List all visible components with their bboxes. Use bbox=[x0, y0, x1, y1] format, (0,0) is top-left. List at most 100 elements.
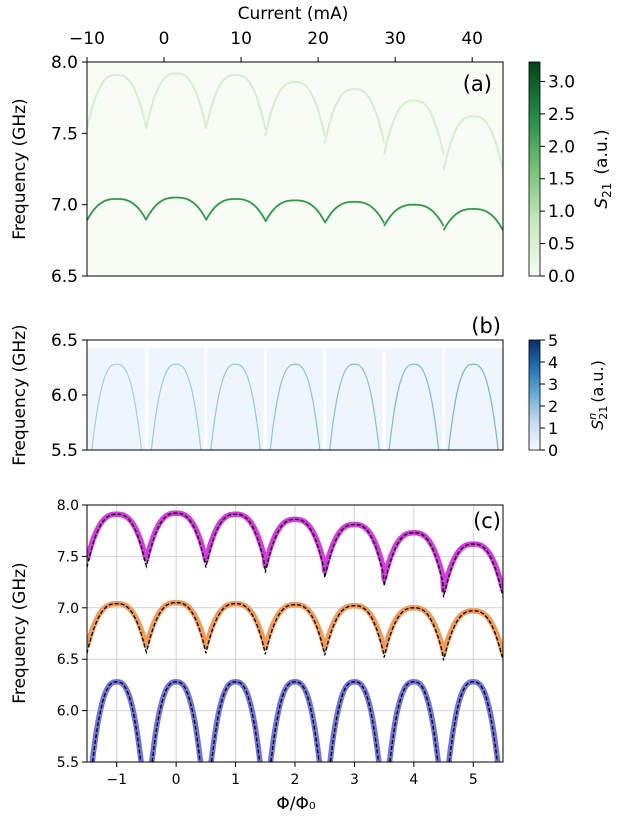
panel-a-upper-branch-3 bbox=[264, 81, 326, 137]
panel-a-ylabel: Frequency (GHz) bbox=[10, 98, 30, 239]
panel-c-arch-fit-8 bbox=[503, 682, 562, 819]
panel-a-top-tick-label-3: 20 bbox=[307, 29, 329, 49]
panel-c-series-1-fit bbox=[87, 602, 503, 661]
panel-b-arch-0 bbox=[91, 363, 143, 450]
panel-c-arch-fit-1 bbox=[92, 681, 142, 762]
panel-b-cbar-tick-label-4: 4 bbox=[548, 353, 558, 372]
panel-a-ytick-label-0: 6.5 bbox=[51, 267, 78, 287]
panel-a-frame bbox=[86, 61, 504, 277]
panel-b-label: (b) bbox=[471, 314, 501, 338]
panel-c-xtick-label-2: 1 bbox=[231, 772, 240, 788]
panel-c-xtick-label-0: −1 bbox=[106, 772, 127, 788]
panel-b-arch-5 bbox=[388, 363, 440, 450]
panel-c-arch-fit-5 bbox=[329, 681, 380, 762]
panel-c-arch-fit-7 bbox=[448, 681, 498, 762]
panel-b-gap-5 bbox=[442, 340, 446, 450]
panel-a-cbar-S: S bbox=[592, 198, 612, 209]
panel-c-xtick-label-1: 0 bbox=[172, 772, 181, 788]
panel-a-top-tick-label-2: 10 bbox=[230, 29, 252, 49]
panel-a-cbar-tick-label-2: 1.0 bbox=[548, 202, 575, 222]
panel-a-lower-branch-0 bbox=[87, 198, 148, 221]
panel-b-arch-4 bbox=[329, 363, 380, 450]
panel-c-ytick-label-1: 6.0 bbox=[57, 704, 79, 720]
panel-a-cbar-tick-label-0: 0.0 bbox=[548, 267, 575, 287]
panel-b-ytick-label-1: 6.0 bbox=[51, 386, 78, 406]
panel-c-lines: −1 0 1 2 3 4 5 5.5 6.0 6.5 7.0 7.5 8.0 Φ/Φ₀ Frequen… bbox=[10, 498, 562, 819]
panel-b-cbar-sup: n bbox=[586, 413, 599, 420]
panel-a-upper-branch-4 bbox=[323, 88, 386, 144]
panel-b-cbar-S: S bbox=[588, 420, 607, 430]
panel-b-colorbar-label: S21n (a.u.) bbox=[586, 360, 610, 430]
panel-b-gap-4 bbox=[382, 340, 386, 450]
panel-a-top-tick-label-4: 30 bbox=[384, 29, 406, 49]
panel-a-cbar-tick-label-3: 1.5 bbox=[548, 170, 575, 190]
panel-b-colorbar-gradient bbox=[528, 339, 541, 451]
panel-b-arch-2 bbox=[210, 363, 261, 450]
panel-a-lower-branch-4 bbox=[323, 200, 385, 224]
panel-c-xtick-label-4: 3 bbox=[350, 772, 359, 788]
panel-a-lower-branch-5 bbox=[383, 203, 445, 227]
panel-a-colorbar-gradient bbox=[528, 61, 541, 277]
panel-b-ytick-label-2: 6.5 bbox=[51, 331, 78, 351]
panel-c-arch-fit-0 bbox=[28, 682, 87, 819]
panel-c-ytick-label-0: 5.5 bbox=[57, 755, 79, 771]
panel-a-ytick-label-3: 8.0 bbox=[51, 53, 78, 73]
panel-a-lower-branch-2 bbox=[205, 198, 267, 221]
panel-b-ytick-label-0: 5.5 bbox=[51, 441, 78, 461]
panel-b-arch-6 bbox=[447, 363, 499, 450]
panel-a-ytick-label-1: 7.0 bbox=[51, 196, 78, 216]
panel-a-lower-branch-3 bbox=[264, 199, 326, 223]
panel-b-cbar-sub: 21 bbox=[597, 406, 610, 420]
panel-b-ylabel: Frequency (GHz) bbox=[10, 324, 30, 465]
panel-b-gap-0 bbox=[144, 340, 148, 450]
current-axis-label: Current (mA) bbox=[238, 4, 349, 24]
panel-c-ytick-label-2: 6.5 bbox=[57, 652, 79, 668]
panel-c-ytick-label-3: 7.0 bbox=[57, 601, 79, 617]
panel-c-arch-fit-2 bbox=[151, 681, 201, 762]
panel-c-series-0-fit bbox=[87, 512, 503, 598]
panel-c-ylabel: Frequency (GHz) bbox=[10, 562, 30, 703]
panel-a-top-tick-label-1: 0 bbox=[159, 29, 170, 49]
panel-c-label: (c) bbox=[473, 509, 501, 533]
panel-a-top-tick-label-5: 40 bbox=[461, 29, 483, 49]
panel-a-lower-branch-1 bbox=[145, 196, 207, 220]
panel-b-cbar-tick-label-1: 1 bbox=[548, 419, 558, 438]
panel-a-cbar-tick-label-5: 2.5 bbox=[548, 105, 575, 125]
panel-a-background bbox=[87, 62, 503, 276]
panel-a-cbar-unit: (a.u.) bbox=[592, 129, 612, 174]
panel-a-colorbar: 0.0 0.5 1.0 1.5 2.0 2.5 3.0 S21 (a.u.) bbox=[528, 61, 614, 287]
panel-a-label: (a) bbox=[463, 72, 492, 96]
panel-c-arch-fit-6 bbox=[389, 681, 439, 762]
panel-b-data-region bbox=[87, 348, 503, 450]
panel-a-cbar-tick-label-4: 2.0 bbox=[548, 137, 575, 157]
panel-c-xtick-label-5: 4 bbox=[409, 772, 418, 788]
panel-b-heatmap: 5.5 6.0 6.5 Frequency (GHz) (b) 0 1 2 3 4 5 S21… bbox=[10, 314, 610, 466]
panel-b-cbar-tick-label-3: 3 bbox=[548, 375, 558, 394]
panel-c-xtick-label-6: 5 bbox=[469, 772, 478, 788]
panel-a-upper-branch-0 bbox=[87, 73, 148, 130]
panel-a-top-tick-label-0: −10 bbox=[69, 29, 105, 49]
panel-a-cbar-sub: 21 bbox=[600, 183, 614, 198]
panel-a-upper-branch-6 bbox=[442, 115, 503, 171]
panel-a-cbar-tick-label-1: 0.5 bbox=[548, 235, 575, 255]
panel-a-cbar-tick-label-6: 3.0 bbox=[548, 72, 575, 92]
panel-c-arch-fit-4 bbox=[270, 681, 320, 762]
panel-c-arch-data-8 bbox=[503, 682, 562, 816]
panel-c-ytick-label-4: 7.5 bbox=[57, 549, 79, 565]
panel-a-upper-branch-5 bbox=[383, 99, 445, 155]
panel-c-xtick-label-3: 2 bbox=[291, 772, 300, 788]
panel-c-ytick-label-5: 8.0 bbox=[57, 498, 79, 514]
panel-a-colorbar-label: S21 (a.u.) bbox=[592, 129, 614, 208]
panel-b-cbar-tick-label-5: 5 bbox=[548, 331, 558, 350]
panel-c-xlabel: Φ/Φ₀ bbox=[276, 794, 315, 814]
panel-b-arch-3 bbox=[269, 363, 321, 450]
panel-b-gap-1 bbox=[204, 340, 208, 450]
panel-b-gap-2 bbox=[263, 340, 267, 450]
panel-a-heatmap: −10 0 10 20 30 40 Current (mA) 6.5 7.0 7.5 8.0 F… bbox=[10, 4, 614, 287]
panel-a-upper-branch-1 bbox=[145, 72, 207, 128]
panel-b-colorbar: 0 1 2 3 4 5 S21n (a.u.) bbox=[528, 331, 610, 460]
panel-b-cbar-tick-label-0: 0 bbox=[548, 441, 558, 460]
panel-b-gap-3 bbox=[323, 340, 327, 450]
panel-a-ytick-label-2: 7.5 bbox=[51, 124, 78, 144]
